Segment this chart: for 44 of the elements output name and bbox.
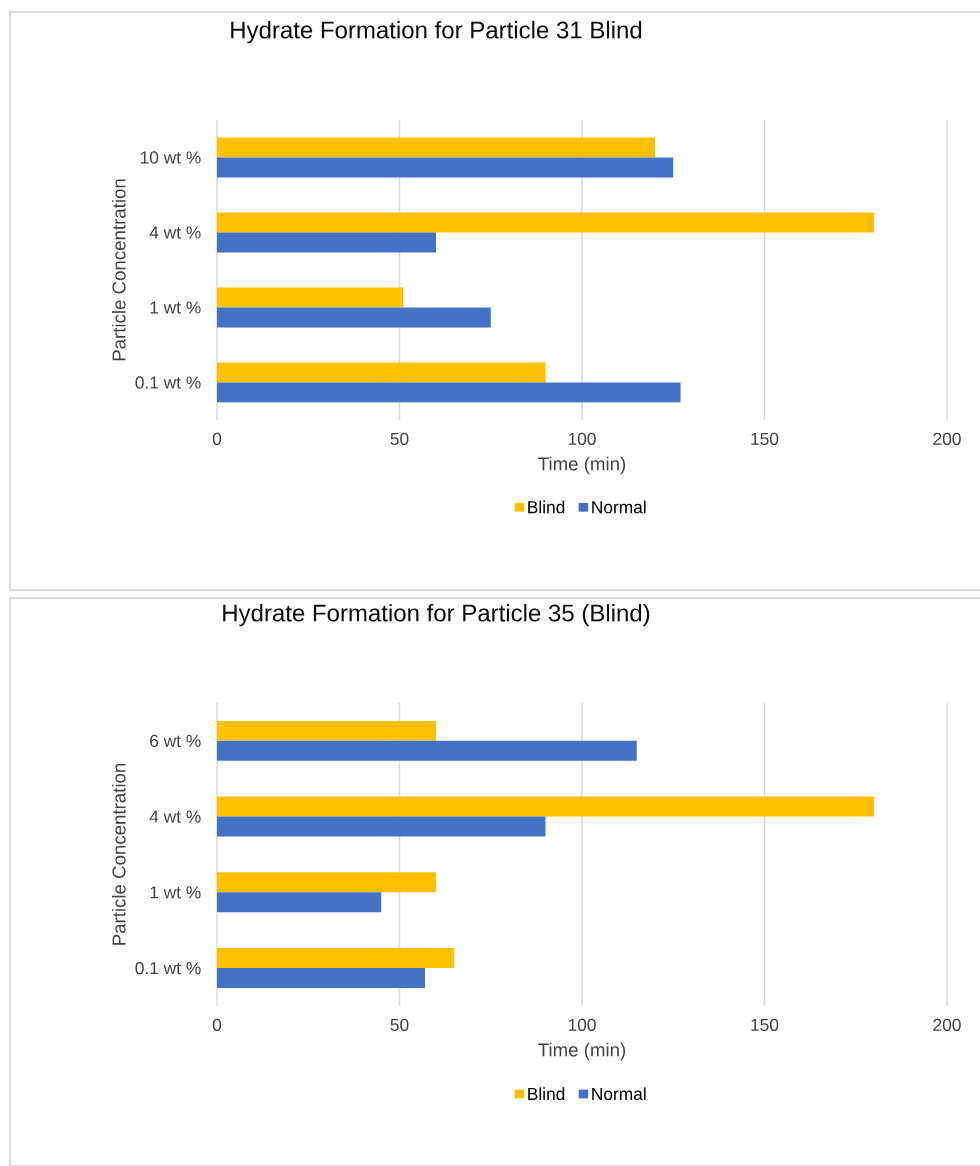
legend-label: Normal — [592, 1087, 646, 1101]
bar — [217, 362, 546, 383]
y-tick-label: 10 wt % — [140, 151, 201, 164]
bar — [217, 212, 874, 233]
chart-title: Hydrate Formation for Particle 31 Blind — [231, 20, 642, 44]
y-tick-label: 4 wt % — [149, 226, 201, 239]
bar — [217, 307, 491, 328]
bar — [217, 892, 382, 913]
bar — [217, 872, 436, 893]
bar — [217, 287, 404, 308]
y-tick-label: 1 wt % — [150, 886, 201, 899]
x-tick-label: 150 — [751, 1018, 779, 1031]
bar — [217, 720, 436, 741]
x-tick-label: 150 — [751, 432, 779, 445]
x-axis-title: Time (min) — [538, 456, 626, 475]
chart-title: Hydrate Formation for Particle 35 (Blind) — [223, 603, 650, 627]
bar — [217, 232, 436, 253]
x-tick-label: 200 — [933, 1018, 961, 1031]
bar — [217, 796, 874, 817]
legend-label: Blind — [528, 500, 565, 514]
bar — [217, 968, 426, 989]
y-axis-title: Particle Concentration — [111, 763, 126, 945]
y-tick-label: 0.1 wt % — [135, 376, 201, 389]
x-tick-label: 100 — [568, 432, 596, 445]
y-tick-label: 4 wt % — [149, 810, 201, 823]
y-tick-label: 0.1 wt % — [135, 961, 201, 975]
x-tick-label: 50 — [390, 1018, 409, 1031]
x-tick-label: 50 — [390, 432, 409, 445]
bar — [217, 740, 637, 761]
x-axis-title: Time (min) — [538, 1042, 626, 1061]
x-tick-label: 0 — [212, 432, 222, 445]
bar — [217, 816, 546, 837]
bar — [217, 948, 455, 969]
bar — [217, 382, 681, 403]
x-tick-label: 100 — [568, 1018, 596, 1031]
legend-label: Blind — [528, 1087, 565, 1101]
bar — [217, 137, 655, 158]
bar — [217, 157, 674, 178]
y-tick-label: 6 wt % — [150, 734, 201, 748]
y-tick-label: 1 wt % — [150, 301, 201, 314]
x-tick-label: 0 — [212, 1018, 222, 1031]
legend-label: Normal — [592, 500, 646, 514]
x-tick-label: 200 — [933, 432, 961, 445]
y-axis-title: Particle Concentration — [111, 179, 126, 361]
